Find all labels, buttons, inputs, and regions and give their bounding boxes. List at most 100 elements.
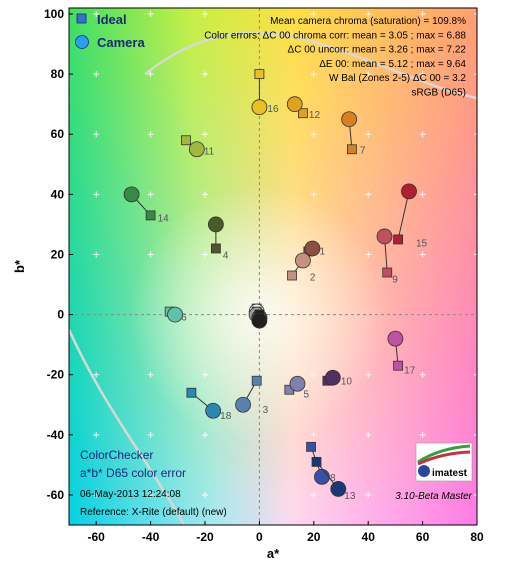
- patch-number: 18: [220, 411, 232, 422]
- grid-cross: [310, 71, 317, 78]
- y-tick-label: 100: [44, 7, 64, 21]
- info-line: Color errors: ΔC 00 chroma corr: mean = …: [204, 30, 466, 41]
- grid-cross: [147, 11, 154, 18]
- camera-marker: [235, 396, 251, 413]
- patch-number: 16: [267, 104, 279, 115]
- y-tick-label: 60: [51, 127, 65, 141]
- grid-cross: [474, 131, 477, 138]
- camera-marker: [251, 312, 268, 329]
- y-tick-label: -60: [47, 488, 65, 502]
- camera-marker: [314, 469, 330, 485]
- grid-cross: [310, 491, 317, 498]
- patch-16: 16: [251, 69, 279, 115]
- grid-cross: [147, 251, 154, 258]
- logo-swoosh-green: [417, 444, 471, 464]
- ideal-marker: [346, 144, 357, 155]
- grid-cross: [474, 491, 477, 498]
- grid-cross: [202, 371, 208, 378]
- grid-cross: [419, 371, 426, 378]
- grid-cross: [419, 191, 426, 198]
- patch-number: 7: [360, 145, 366, 156]
- grid-cross: [93, 131, 100, 138]
- x-tick-label: 40: [362, 530, 376, 544]
- x-tick-label: 60: [416, 530, 430, 544]
- info-block: Mean camera chroma (saturation) = 109.8%…: [204, 16, 466, 99]
- logo-swoosh-red: [417, 450, 471, 466]
- axes: -60 -40 -20 0 20 40 60 80 -60 -40 -20 0 20 40 60 80 100 a…: [12, 7, 484, 561]
- grid-cross: [474, 71, 477, 78]
- error-line: [397, 191, 410, 240]
- ideal-marker: [298, 108, 308, 119]
- legend-ideal-marker: [76, 13, 87, 24]
- patch-number: 2: [310, 273, 316, 284]
- y-tick-label: -20: [47, 368, 65, 382]
- patch-5: 5: [284, 375, 309, 401]
- y-tick-label: -40: [47, 428, 65, 442]
- corner-title: ColorChecker: [80, 448, 153, 462]
- y-tick-label: 40: [51, 187, 65, 201]
- patch-2: 2: [287, 252, 316, 284]
- gamut-curve-top: [144, 31, 477, 100]
- ideal-marker: [145, 210, 156, 221]
- patch-number: 5: [303, 390, 309, 401]
- patch-10: 10: [322, 369, 352, 388]
- patch-number: 4: [223, 250, 229, 261]
- camera-marker: [341, 111, 358, 128]
- grid-cross: [419, 11, 426, 18]
- x-axis-label: a*: [267, 546, 280, 561]
- ideal-marker: [254, 69, 265, 80]
- grid-cross: [202, 11, 208, 18]
- info-line: W Bal (Zones 2-5) ΔC 00 = 3.2: [329, 73, 466, 84]
- ideal-marker: [393, 360, 404, 371]
- grid-cross: [147, 71, 154, 78]
- ideal-marker: [186, 387, 197, 398]
- legend: Ideal Camera: [75, 12, 145, 50]
- grid-cross: [419, 71, 426, 78]
- patch-12: 12: [286, 96, 321, 121]
- ideal-marker: [306, 441, 316, 452]
- camera-marker: [289, 375, 306, 392]
- grid-cross: [93, 491, 100, 498]
- legend-camera-label: Camera: [97, 35, 145, 50]
- grid-cross: [474, 11, 477, 18]
- grid-cross: [365, 191, 372, 198]
- patch-number: 17: [404, 366, 416, 377]
- grid-cross: [365, 371, 372, 378]
- corner-reference: Reference: X-Rite (default) (new): [80, 507, 227, 518]
- grid-cross: [310, 431, 317, 438]
- y-axis-label: b*: [12, 259, 27, 273]
- grid-cross: [474, 251, 477, 258]
- patch-24: [251, 309, 268, 329]
- corner-subtitle: a*b* D65 color error: [80, 466, 186, 480]
- camera-marker: [205, 402, 222, 419]
- chart-text: Ideal Camera Mean camera chroma (saturatio…: [75, 12, 473, 518]
- camera-marker: [123, 186, 140, 203]
- patch-number: 12: [309, 110, 321, 121]
- patch-3: 3: [235, 375, 269, 416]
- patch-13: 13: [311, 456, 356, 502]
- camera-marker: [330, 481, 347, 497]
- patch-17: 17: [387, 330, 416, 377]
- grid-cross: [365, 431, 372, 438]
- patch-number: 1: [319, 246, 325, 257]
- patch-number: 15: [416, 238, 428, 249]
- camera-marker: [286, 96, 303, 113]
- patch-18: 18: [186, 387, 232, 422]
- grid-cross: [310, 191, 317, 198]
- ideal-marker: [251, 375, 262, 386]
- grid-cross: [202, 71, 208, 78]
- ideal-marker: [181, 135, 191, 146]
- camera-marker: [207, 216, 224, 233]
- grid-cross: [147, 371, 154, 378]
- patch-number: 3: [263, 405, 269, 416]
- x-tick-label: 80: [470, 530, 484, 544]
- ideal-marker: [210, 243, 221, 254]
- x-tick-label: -20: [196, 530, 214, 544]
- grid-cross: [419, 431, 426, 438]
- logo-text: imatest: [432, 468, 468, 479]
- grid-cross: [419, 251, 426, 258]
- patch-6: 6: [164, 306, 187, 324]
- camera-marker: [295, 252, 311, 269]
- grid-cross: [474, 191, 477, 198]
- legend-camera-marker: [75, 35, 89, 49]
